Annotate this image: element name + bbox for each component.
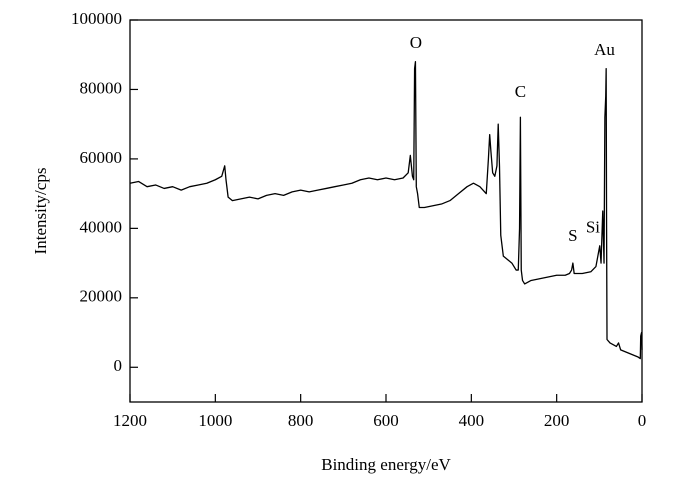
x-tick-label: 400 [459, 411, 485, 430]
x-tick-label: 0 [638, 411, 647, 430]
peak-annotation: S [568, 226, 577, 245]
x-tick-label: 800 [288, 411, 314, 430]
peak-annotation: Au [594, 40, 615, 59]
y-axis-label: Intensity/cps [31, 168, 50, 255]
y-tick-label: 0 [114, 356, 123, 375]
x-axis-label: Binding energy/eV [321, 455, 451, 474]
x-tick-label: 200 [544, 411, 570, 430]
x-tick-label: 600 [373, 411, 399, 430]
y-tick-label: 100000 [71, 9, 122, 28]
x-tick-label: 1200 [113, 411, 147, 430]
y-tick-label: 40000 [80, 217, 123, 236]
y-tick-label: 60000 [80, 148, 123, 167]
x-tick-label: 1000 [198, 411, 232, 430]
peak-annotation: C [515, 82, 526, 101]
peak-annotation: Si [586, 217, 600, 236]
spectrum-line [129, 61, 643, 360]
y-tick-label: 80000 [80, 78, 123, 97]
y-tick-label: 20000 [80, 287, 123, 306]
plot-frame [129, 19, 643, 403]
peak-annotation: O [410, 33, 422, 52]
